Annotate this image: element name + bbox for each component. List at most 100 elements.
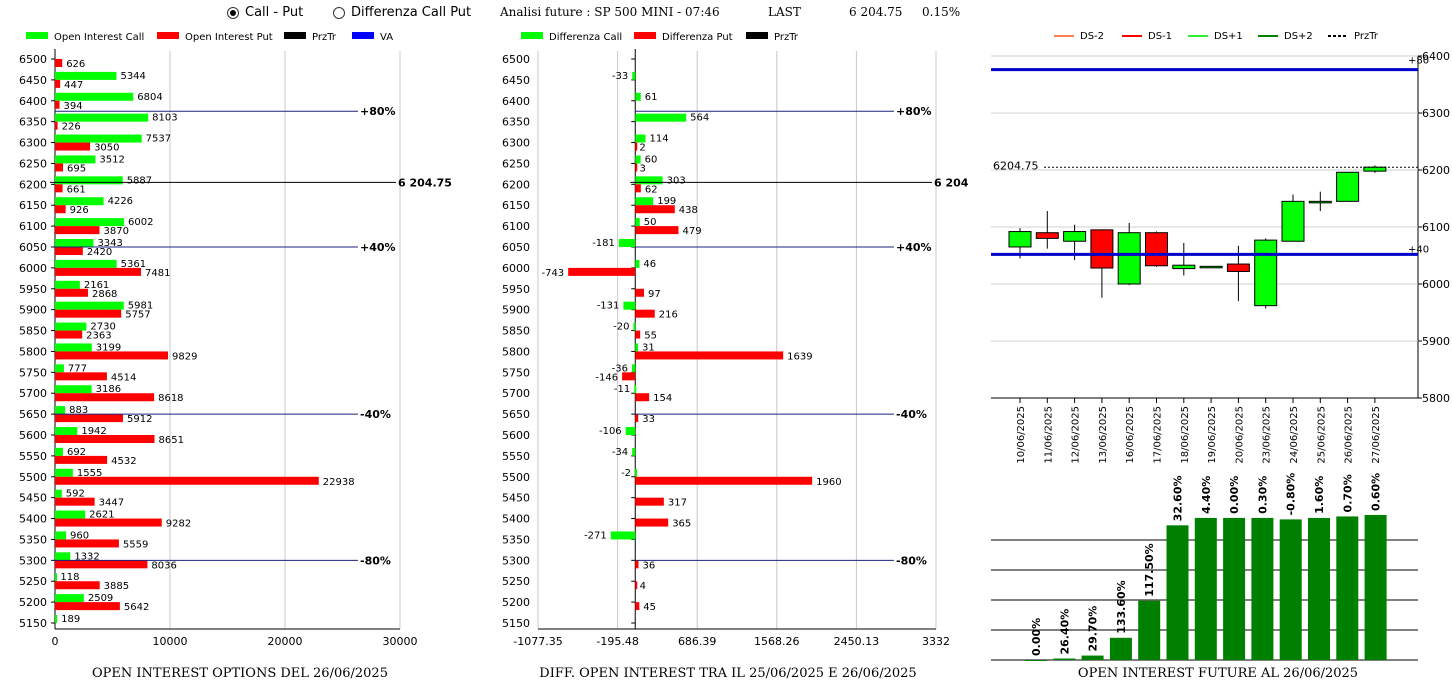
c3-xtick-label: 17/06/2025 (1153, 406, 1164, 464)
c1-put-label: 2420 (87, 247, 112, 258)
c2-ytick-label: 5650 (502, 408, 530, 421)
c1-put-bar (55, 100, 60, 109)
radio-selected-icon[interactable] (227, 6, 239, 19)
c1-call-label: 777 (68, 363, 87, 374)
c2-call-label: -181 (592, 238, 615, 249)
c1-put-label: 4532 (111, 456, 136, 467)
c2-put-label: 365 (672, 519, 691, 530)
c1-call-bar (55, 510, 86, 519)
c3-ytick-label: 6300 (1422, 107, 1450, 120)
c3-ytick-label: 6200 (1422, 164, 1450, 177)
c1-put-label: 5912 (127, 414, 152, 425)
c3-candle-body (1145, 232, 1168, 267)
c1-put-bar (55, 435, 155, 443)
c2-ytick-label: 6250 (502, 157, 530, 170)
c1-call-label: 883 (69, 405, 88, 416)
radio-call-put[interactable]: Call - Put (227, 5, 303, 20)
c2-call-bar (625, 427, 636, 435)
c3-candle-body (1199, 265, 1223, 269)
c1-ytick-label: 6000 (19, 262, 47, 275)
legend3-label-4: PrzTr (1354, 31, 1379, 42)
c1-put-label: 695 (67, 163, 86, 174)
c1-put-label: 394 (64, 101, 83, 112)
c1-xtick-label: 20000 (268, 635, 303, 648)
c1-put-bar (55, 121, 58, 130)
c1-call-bar (55, 155, 96, 164)
c1-put-bar (55, 163, 63, 172)
c2-ytick-label: 6300 (502, 137, 530, 150)
c4-bar (1166, 525, 1189, 660)
c2-put-label: -743 (541, 268, 564, 279)
c1-ytick-label: 5600 (19, 429, 47, 442)
last-label: LAST (768, 5, 801, 19)
c2-put-bar (635, 330, 641, 339)
c4-bar-label: 1.60% (1313, 476, 1326, 514)
c3-va-label: +40 (1408, 244, 1429, 255)
legend1-swatch-3 (352, 32, 374, 39)
c2-ytick-label: 5850 (502, 325, 530, 338)
c3-candle-body (1336, 171, 1360, 202)
c2-put-bar (568, 267, 636, 276)
c4-bar (1138, 600, 1161, 660)
c2-xtick-label: 2450.13 (834, 635, 880, 648)
c1-call-bar (55, 364, 64, 373)
c4-bar-label: 29.70% (1087, 606, 1100, 652)
c4-bar (1081, 655, 1104, 660)
c1-call-bar (55, 468, 73, 477)
c3-candle-body (1090, 229, 1114, 269)
radio-diff[interactable]: Differenza Call Put (333, 5, 471, 20)
c2-put-label: 62 (645, 184, 658, 195)
c2-call-bar (635, 113, 687, 122)
c2-ytick-label: 5700 (502, 387, 530, 400)
legend1-label-3: VA (380, 32, 393, 43)
c2-put-label: 2 (639, 143, 645, 154)
c3-xtick-label: 24/06/2025 (1289, 406, 1300, 464)
c1-put-label: 9829 (172, 351, 197, 362)
legend3-label-0: DS-2 (1080, 31, 1104, 42)
c2-ytick-label: 5150 (502, 617, 530, 630)
c2-call-label: 114 (650, 134, 669, 145)
c4-bar (1364, 514, 1387, 660)
c2-put-bar (635, 476, 813, 485)
c1-put-bar (55, 414, 123, 423)
radio-unselected-icon[interactable] (333, 6, 345, 19)
c3-ytick-label: 5800 (1422, 392, 1450, 405)
c1-put-bar (55, 497, 95, 506)
c2-put-bar (635, 560, 639, 569)
c2-xtick-label: 3332 (922, 635, 950, 648)
c2-ytick-label: 5550 (502, 450, 530, 463)
c1-put-bar (55, 142, 91, 151)
c2-ytick-label: 6100 (502, 220, 530, 233)
c1-call-bar (55, 259, 117, 268)
c3-ytick-label: 6100 (1422, 221, 1450, 234)
legend1-label-2: PrzTr (312, 32, 337, 43)
c1-put-label: 7481 (145, 268, 170, 279)
c1-call-bar (55, 343, 92, 352)
c2-ytick-label: 5600 (502, 429, 530, 442)
c2-call-label: -11 (614, 384, 630, 395)
last-value: 6 204.75 (849, 5, 903, 19)
c1-call-bar (55, 406, 66, 415)
c4-bar (1194, 517, 1217, 660)
c1-call-label: 8103 (152, 113, 177, 124)
c1-put-bar (55, 372, 107, 381)
c4-bar (1223, 517, 1246, 660)
c2-call-label: 50 (644, 217, 657, 228)
c2-ref-label: -40% (896, 408, 927, 421)
c3-xtick-label: 13/06/2025 (1098, 406, 1109, 464)
c2-ytick-label: 6400 (502, 95, 530, 108)
c2-ytick-label: 6500 (502, 53, 530, 66)
c2-call-label: 46 (643, 259, 656, 270)
c2-call-label: 60 (645, 154, 658, 165)
c3-price-label: 6204.75 (993, 159, 1039, 172)
c2-put-label: 55 (644, 331, 657, 342)
c1-put-bar (55, 539, 119, 548)
c1-put-label: 8618 (158, 393, 183, 404)
c4-bar-label: 133.60% (1115, 580, 1128, 633)
c2-put-label: 33 (642, 414, 655, 425)
c2-ytick-label: 5900 (502, 304, 530, 317)
c1-call-label: 3512 (99, 154, 124, 165)
c1-ref-label: -80% (360, 554, 391, 567)
c1-call-label: 5344 (120, 71, 145, 82)
legend2-label-2: PrzTr (774, 32, 799, 43)
